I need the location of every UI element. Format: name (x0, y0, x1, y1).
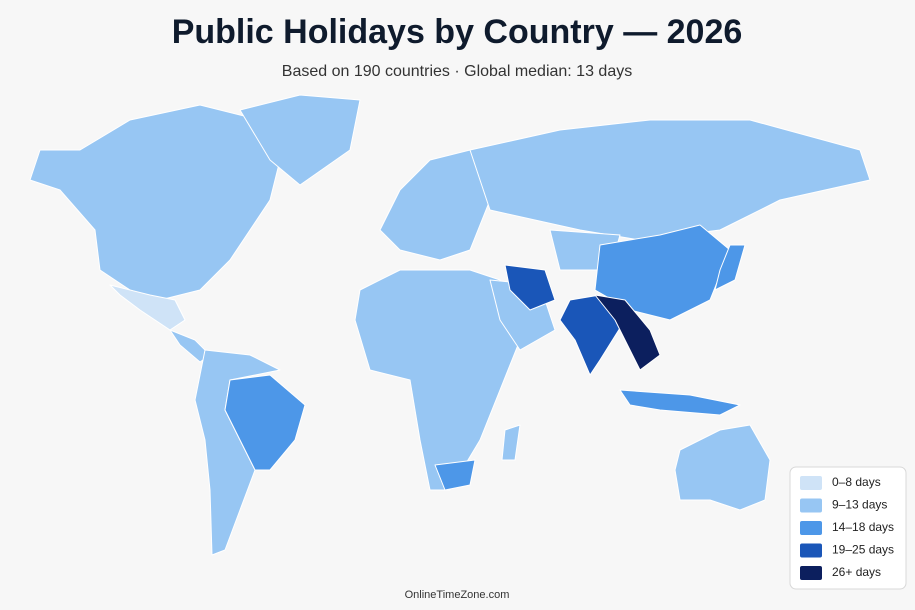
world-map (29, 94, 871, 556)
iran (504, 264, 556, 311)
legend: 0–8 days 9–13 days 14–18 days 19–25 days 26+… (800, 475, 894, 580)
europe (379, 149, 491, 261)
legend-label: 14–18 days (832, 520, 894, 534)
south-america (194, 349, 281, 556)
south-africa (434, 459, 476, 491)
russia (469, 119, 871, 241)
legend-swatch (800, 498, 822, 513)
southeast-asia (594, 294, 661, 371)
madagascar (501, 424, 521, 461)
indonesia (619, 389, 741, 416)
mexico (109, 284, 186, 331)
legend-label: 26+ days (832, 565, 881, 579)
brazil (224, 374, 306, 471)
legend-swatch (800, 566, 822, 580)
legend-swatch (800, 476, 822, 490)
legend-label: 0–8 days (832, 475, 881, 489)
legend-swatch (800, 543, 822, 558)
legend-label: 19–25 days (832, 543, 894, 557)
legend-box (789, 466, 907, 590)
north-america (29, 104, 281, 301)
greenland (239, 94, 361, 186)
legend-swatch (800, 521, 822, 535)
title: Public Holidays by Country — 2026 (172, 13, 743, 51)
japan (714, 244, 746, 291)
legend-label: 9–13 days (832, 498, 887, 512)
subtitle: Based on 190 countries · Global median: … (282, 63, 632, 80)
australia (674, 424, 771, 511)
footer: OnlineTimeZone.com (405, 589, 510, 601)
